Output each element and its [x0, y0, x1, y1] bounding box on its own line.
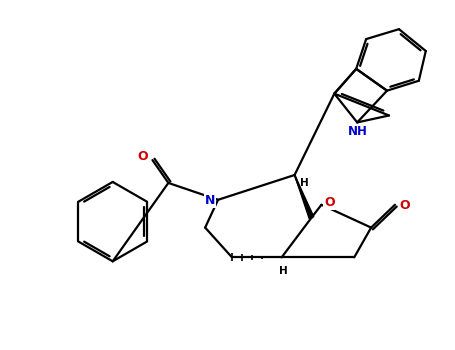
Text: O: O — [137, 150, 148, 163]
Text: O: O — [324, 196, 335, 209]
Polygon shape — [294, 175, 314, 218]
Text: N: N — [205, 194, 215, 207]
Text: H: H — [300, 178, 309, 188]
Text: O: O — [399, 199, 410, 212]
Text: NH: NH — [348, 125, 368, 138]
Text: H: H — [279, 266, 288, 276]
